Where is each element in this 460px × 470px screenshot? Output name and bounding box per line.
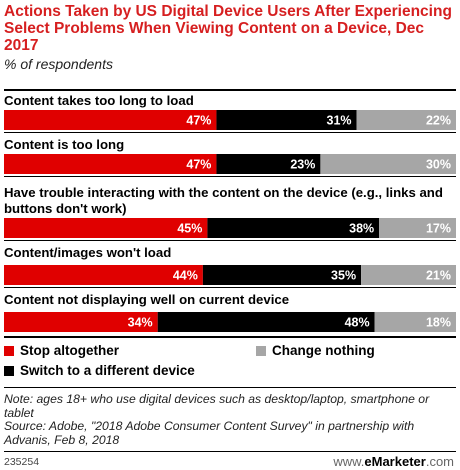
category-label-trouble-interacting: Have trouble interacting with the conten…: [4, 185, 443, 216]
chart-title: Actions Taken by US Digital Device Users…: [4, 3, 452, 54]
chart-id: 235254: [4, 456, 40, 468]
legend-label-switch: Switch to a different device: [20, 363, 195, 378]
bar-segment-stop: [4, 265, 203, 285]
data-label-nothing: 22%: [426, 114, 451, 128]
bar-segment-switch: [202, 265, 362, 285]
brand-prefix: www.: [333, 454, 365, 469]
brand-name: eMarketer: [364, 454, 426, 469]
legend-item-nothing: Change nothing: [256, 343, 375, 359]
row-rule: [4, 287, 456, 288]
legend-top-rule: [4, 336, 456, 338]
category-label-not-displaying-well: Content not displaying well on current d…: [4, 292, 290, 307]
data-label-nothing: 17%: [426, 222, 451, 236]
data-label-nothing: 18%: [426, 316, 451, 330]
footnote: Note: ages 18+ who use digital devices s…: [4, 392, 456, 447]
bar-segment-stop: [4, 154, 217, 174]
chart-subtitle: % of respondents: [4, 56, 113, 72]
bar-segment-switch: [216, 154, 321, 174]
top-rule: [4, 89, 456, 91]
bar-segment-switch: [216, 110, 357, 130]
data-label-switch: 35%: [331, 269, 356, 283]
bar-segment-stop: [4, 312, 158, 332]
footer-rule: [4, 387, 456, 388]
bar-segment-nothing: [374, 312, 456, 332]
bar-segment-nothing: [379, 218, 456, 238]
source-text: Source: Adobe, "2018 Adobe Consumer Cont…: [4, 419, 415, 447]
legend-item-switch: Switch to a different device: [4, 363, 195, 379]
data-label-switch: 48%: [345, 316, 370, 330]
bar-segment-nothing: [320, 154, 456, 174]
data-label-switch: 23%: [290, 158, 315, 172]
bar-segment-nothing: [361, 265, 456, 285]
brand-suffix: .com: [425, 454, 454, 469]
category-label-content-slow-load: Content takes too long to load: [4, 93, 194, 108]
bar-segment-switch: [157, 312, 375, 332]
bar-segment-switch: [207, 218, 380, 238]
legend-swatch-nothing: [256, 346, 266, 356]
data-label-stop: 44%: [173, 269, 198, 283]
data-label-switch: 31%: [327, 114, 352, 128]
data-label-switch: 38%: [349, 222, 374, 236]
data-label-stop: 34%: [128, 316, 153, 330]
category-label-images-wont-load: Content/images won't load: [4, 245, 172, 260]
row-rule: [4, 132, 456, 133]
data-label-stop: 47%: [186, 158, 211, 172]
row-rule: [4, 176, 456, 177]
bar-segment-stop: [4, 110, 217, 130]
legend-label-stop: Stop altogether: [20, 343, 120, 358]
legend-item-stop: Stop altogether: [4, 343, 119, 359]
data-label-nothing: 30%: [426, 158, 451, 172]
legend-swatch-stop: [4, 346, 14, 356]
row-rule: [4, 240, 456, 241]
data-label-stop: 45%: [177, 222, 202, 236]
category-label-content-too-long: Content is too long: [4, 137, 125, 152]
bar-segment-nothing: [356, 110, 456, 130]
legend-label-nothing: Change nothing: [272, 343, 375, 358]
bar-segment-stop: [4, 218, 208, 238]
data-label-nothing: 21%: [426, 269, 451, 283]
data-label-stop: 47%: [186, 114, 211, 128]
emarketer-logo[interactable]: www.eMarketer.com: [333, 454, 454, 469]
bottom-rule: [4, 451, 456, 452]
legend-swatch-switch: [4, 366, 14, 376]
note-text: Note: ages 18+ who use digital devices s…: [4, 392, 430, 420]
